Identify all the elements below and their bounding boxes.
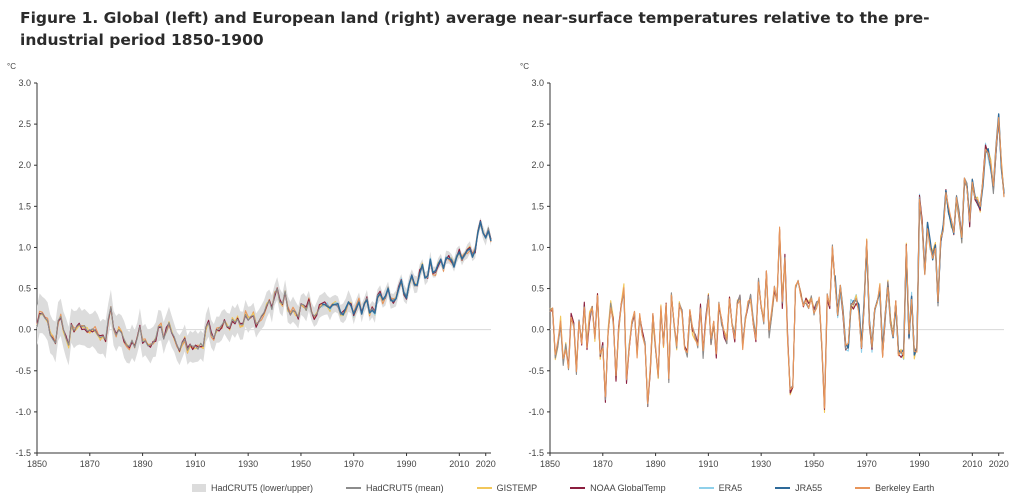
global-y-tick-label: -0.5 [15, 366, 31, 376]
global-series-jra55 [321, 220, 492, 316]
global-y-tick-label: -1.0 [15, 407, 31, 417]
europe-x-tick-label: 2010 [962, 459, 982, 469]
legend-item: GISTEMP [476, 483, 538, 493]
legend-swatch [570, 487, 586, 489]
europe-unit-label: °C [520, 62, 529, 71]
global-y-tick-label: -1.5 [15, 448, 31, 458]
global-y-tick-label: 3.0 [18, 78, 31, 88]
europe-y-tick-label: 1.0 [531, 242, 544, 252]
global-y-tick-label: 2.0 [18, 160, 31, 170]
global-x-tick-label: 2020 [476, 459, 496, 469]
legend-label: HadCRUT5 (mean) [366, 483, 444, 493]
europe-x-tick-label: 1930 [751, 459, 771, 469]
europe-y-tick-label: -1.5 [528, 448, 544, 458]
europe-x-tick-label: 1890 [646, 459, 666, 469]
global-unit-label: °C [7, 62, 16, 71]
legend-swatch [346, 487, 362, 489]
global-x-tick-label: 1890 [133, 459, 153, 469]
legend-item: HadCRUT5 (lower/upper) [192, 483, 313, 493]
global-x-tick-label: 1950 [291, 459, 311, 469]
legend-label: JRA55 [795, 483, 823, 493]
europe-series-berkeley [549, 116, 1005, 409]
legend-item: JRA55 [775, 483, 822, 493]
global-y-tick-label: 0.5 [18, 284, 31, 294]
global-y-tick-label: 2.5 [18, 119, 31, 129]
europe-x-tick-label: 1910 [698, 459, 718, 469]
global-x-tick-label: 1970 [344, 459, 364, 469]
global-x-tick-label: 1930 [238, 459, 258, 469]
global-x-tick-label: 1990 [397, 459, 417, 469]
europe-y-tick-label: 3.0 [531, 78, 544, 88]
global-x-tick-label: 1910 [185, 459, 205, 469]
europe-x-tick-label: 1850 [540, 459, 560, 469]
legend-item: Berkeley Earth [855, 483, 934, 493]
global-y-tick-label: 1.5 [18, 201, 31, 211]
europe-x-tick-label: 1990 [910, 459, 930, 469]
legend-label: Berkeley Earth [875, 483, 935, 493]
europe-x-tick-label: 1950 [804, 459, 824, 469]
europe-y-tick-label: 0.5 [531, 284, 544, 294]
legend-swatch [775, 487, 791, 489]
europe-x-tick-label: 2020 [989, 459, 1009, 469]
europe-y-tick-label: -1.0 [528, 407, 544, 417]
europe-y-tick-label: 1.5 [531, 201, 544, 211]
global-y-tick-label: 0.0 [18, 325, 31, 335]
legend-label: GISTEMP [496, 483, 538, 493]
global-x-tick-label: 1870 [80, 459, 100, 469]
legend-swatch [192, 484, 206, 492]
legend-swatch [855, 487, 871, 489]
europe-y-tick-label: 2.5 [531, 119, 544, 129]
legend-label: HadCRUT5 (lower/upper) [211, 483, 314, 493]
europe-y-tick-label: -0.5 [528, 366, 544, 376]
global-y-tick-label: 1.0 [18, 242, 31, 252]
global-uncertainty-band [37, 217, 491, 366]
global-x-tick-label: 2010 [449, 459, 469, 469]
legend-item: NOAA GlobalTemp [570, 483, 666, 493]
europe-x-tick-label: 1970 [857, 459, 877, 469]
legend-label: ERA5 [718, 483, 743, 493]
legend-item: ERA5 [698, 483, 743, 493]
europe-y-tick-label: 2.0 [531, 160, 544, 170]
legend-swatch [476, 487, 492, 489]
global-series-hadcrut_mean [36, 223, 492, 351]
europe-series-jra55 [834, 113, 1005, 356]
legend-label: NOAA GlobalTemp [590, 483, 666, 493]
europe-x-tick-label: 1870 [593, 459, 613, 469]
legend-item: HadCRUT5 (mean) [346, 483, 444, 493]
europe-y-tick-label: 0.0 [531, 325, 544, 335]
figure-title: Figure 1. Global (left) and European lan… [20, 9, 930, 49]
legend: HadCRUT5 (lower/upper) HadCRUT5 (mean) GIS… [192, 480, 967, 496]
global-x-tick-label: 1850 [27, 459, 47, 469]
legend-swatch [698, 487, 714, 489]
